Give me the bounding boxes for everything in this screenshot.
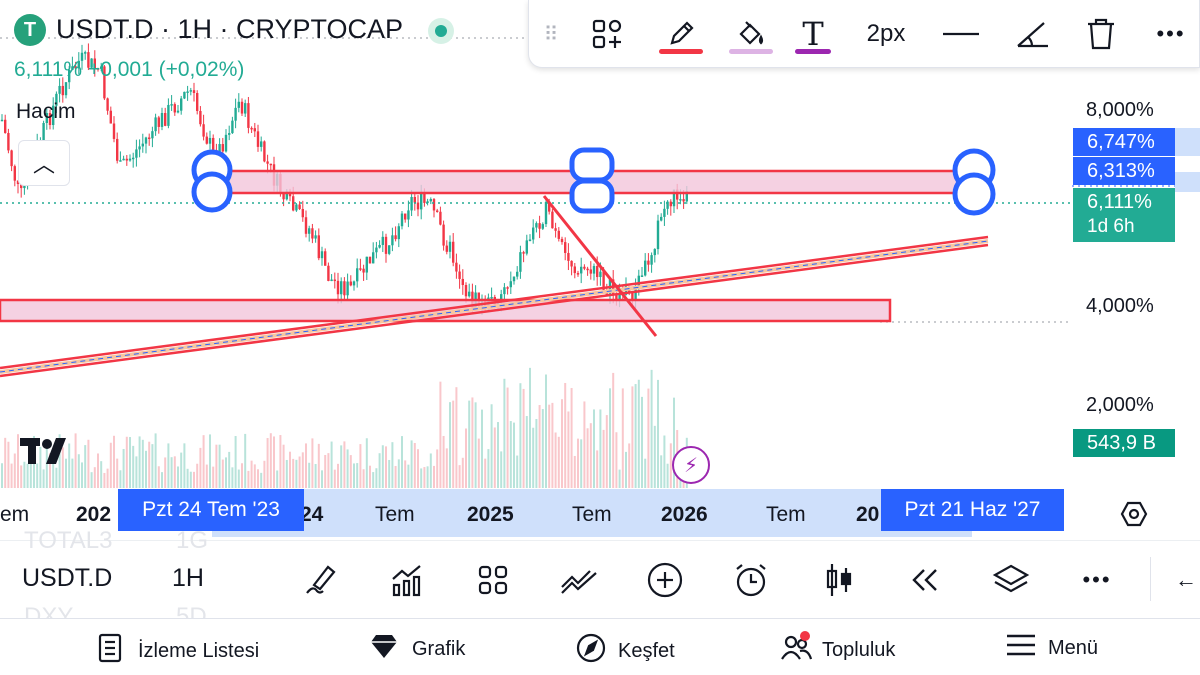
layers-icon[interactable]: [988, 557, 1034, 603]
time-axis-label: 24: [300, 503, 324, 526]
price-axis-label: 2,000%: [1086, 394, 1154, 416]
arrow-left-icon[interactable]: ←: [1175, 567, 1197, 592]
layouts-grid-icon[interactable]: [470, 557, 516, 603]
time-axis-label: Tem: [375, 503, 415, 526]
watchlist-icon: [96, 633, 124, 670]
price-chart[interactable]: [0, 0, 1200, 540]
time-range-highlight: [212, 489, 972, 537]
price-tag-extension: [1175, 128, 1200, 156]
collapse-indicators-button[interactable]: ︿: [18, 140, 70, 186]
ghost-interval: 1G: [176, 527, 209, 554]
lightning-alert-icon[interactable]: ⚡: [672, 446, 710, 484]
nav-menu[interactable]: Menü: [1006, 633, 1098, 664]
text-icon: T: [802, 15, 824, 53]
compass-icon: [576, 633, 606, 670]
add-objects-icon[interactable]: [585, 12, 629, 56]
time-axis-label: 2025: [467, 503, 514, 526]
nav-label: Keşfet: [618, 640, 675, 662]
price-axis-label: 8,000%: [1086, 99, 1154, 121]
bottom-navigation: İzleme Listesi Grafik Keşfet Topluluk Me…: [0, 618, 1200, 675]
nav-explore[interactable]: Keşfet: [576, 633, 675, 670]
community-icon: [780, 631, 813, 668]
ghost-symbol: TOTAL3: [24, 527, 113, 554]
time-axis-label: Tem: [572, 503, 612, 526]
volume-value-tag: 543,9 B: [1073, 429, 1175, 457]
nav-label: Grafik: [412, 638, 466, 660]
nav-label: İzleme Listesi: [138, 640, 260, 662]
market-status-icon[interactable]: [428, 18, 454, 44]
pencil-color-button[interactable]: [655, 12, 707, 56]
text-color-button[interactable]: T: [791, 12, 835, 56]
nav-label: Topluluk: [822, 639, 896, 661]
pencil-icon: [670, 21, 694, 45]
time-axis-label: 2026: [661, 503, 708, 526]
more-options-icon[interactable]: •••: [1082, 567, 1112, 592]
chart-gem-icon: [370, 633, 398, 666]
line-style-icon[interactable]: [939, 12, 983, 56]
support-zone[interactable]: [0, 298, 892, 323]
price-change: 6,111% +0,001 (+0,02%): [14, 58, 245, 81]
stroke-width-button[interactable]: 2px: [866, 20, 906, 47]
text-color-swatch: [795, 49, 831, 54]
chart-area[interactable]: T USDT.D · 1H · CRYPTOCAP 6,111% +0,001 …: [0, 0, 1200, 540]
indicators-icon[interactable]: [384, 557, 430, 603]
bar-countdown: 1d 6h: [1087, 216, 1135, 237]
fill-color-button[interactable]: [725, 12, 777, 56]
axis-settings-icon[interactable]: [1120, 500, 1148, 535]
nav-watchlist[interactable]: İzleme Listesi: [96, 633, 259, 670]
rising-trendline-channel[interactable]: [0, 235, 989, 378]
toolbar-divider: [1150, 557, 1151, 601]
add-circle-icon[interactable]: [642, 557, 688, 603]
chart-toolbar: TOTAL3 1G DXY 5D USDT.D 1H ••• ←: [0, 527, 1200, 630]
range-end-date-tag[interactable]: Pzt 21 Haz '27: [881, 489, 1064, 531]
candles-type-icon[interactable]: [816, 557, 862, 603]
replay-rewind-icon[interactable]: [902, 557, 948, 603]
drag-handle-icon[interactable]: ⠿: [543, 23, 559, 46]
more-icon[interactable]: •••: [1156, 21, 1186, 46]
drawing-toolbar: ⠿ T 2px •••: [528, 0, 1200, 68]
nav-chart[interactable]: Grafik: [370, 633, 465, 666]
symbol-selector[interactable]: USDT.D: [22, 564, 113, 592]
chevron-up-icon: ︿: [32, 152, 55, 177]
alarm-clock-icon[interactable]: [728, 557, 774, 603]
price-tag-extension: [1175, 172, 1200, 192]
volume-bars: [1, 367, 688, 488]
fill-bucket-icon: [739, 21, 764, 45]
price-axis-label: 4,000%: [1086, 295, 1154, 317]
time-axis-label: 20: [856, 503, 880, 526]
range-start-date-tag[interactable]: Pzt 24 Tem '23: [118, 489, 304, 531]
zone-bottom-price-tag: 6,313%: [1073, 157, 1175, 185]
falling-trendline[interactable]: [542, 195, 658, 337]
tether-logo-icon: T: [14, 14, 46, 46]
drawing-handles[interactable]: [191, 147, 996, 216]
notification-dot: [800, 631, 810, 641]
symbol-title[interactable]: USDT.D · 1H · CRYPTOCAP: [56, 14, 404, 44]
fill-color-swatch: [729, 49, 773, 54]
nav-community[interactable]: Topluluk: [780, 631, 896, 668]
logo-glyph: T: [23, 18, 37, 41]
interval-selector[interactable]: 1H: [172, 564, 204, 592]
tradingview-logo-icon: [20, 436, 76, 474]
volume-indicator-label[interactable]: Hacim: [16, 100, 76, 123]
pen-color-swatch: [659, 49, 703, 54]
drawing-tools-icon[interactable]: [298, 557, 344, 603]
last-price-tag: 6,111% 1d 6h: [1073, 188, 1175, 242]
hamburger-icon: [1006, 633, 1035, 664]
time-axis-label: em: [0, 503, 30, 526]
last-price-value: 6,111%: [1087, 191, 1152, 213]
angle-icon[interactable]: [1011, 12, 1055, 56]
time-axis-label: Tem: [766, 503, 806, 526]
nav-label: Menü: [1048, 637, 1099, 659]
trash-icon[interactable]: [1079, 12, 1123, 56]
time-axis-label: 202: [76, 503, 112, 526]
compare-icon[interactable]: [556, 557, 602, 603]
zone-top-price-tag: 6,747%: [1073, 128, 1175, 156]
